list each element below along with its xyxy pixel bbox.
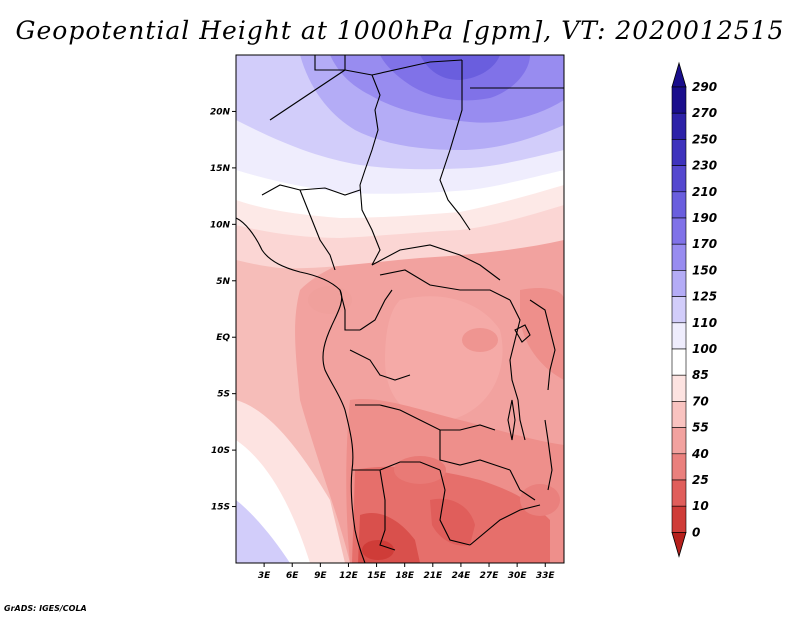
colorbar-label: 230 <box>692 159 717 173</box>
colorbar-label: 100 <box>692 342 717 356</box>
lon-tick-label: 3E <box>258 571 271 581</box>
colorbar-label: 210 <box>692 185 717 199</box>
lon-tick-label: 33E <box>536 571 556 581</box>
plot-frame <box>235 54 565 564</box>
colorbar-swatch <box>671 348 687 376</box>
colorbar: 2902702502302101901701501251101008570554… <box>671 61 717 558</box>
colorbar-label: 290 <box>692 80 717 94</box>
colorbar-label: 25 <box>692 473 709 487</box>
colorbar-swatch <box>671 243 687 271</box>
colorbar-label: 70 <box>692 394 709 408</box>
lon-tick-label: 27E <box>480 571 500 581</box>
colorbar-label: 170 <box>692 237 717 251</box>
colorbar-bottom-arrow <box>671 532 687 558</box>
lon-tick-label: 15E <box>367 571 387 581</box>
coastline-borders <box>236 55 564 563</box>
colorbar-swatch <box>671 217 687 245</box>
lat-tick-label: 5S <box>217 390 230 400</box>
colorbar-swatch <box>671 453 687 481</box>
colorbar-label: 85 <box>692 368 709 382</box>
lat-tick-label: 20N <box>210 107 231 117</box>
colorbar-label: 250 <box>692 132 717 146</box>
colorbar-swatch <box>671 322 687 350</box>
colorbar-label: 55 <box>692 421 709 435</box>
lat-tick-label: 5N <box>216 277 230 287</box>
colorbar-label: 110 <box>692 316 717 330</box>
colorbar-label: 150 <box>692 263 717 277</box>
lat-tick-label: 10S <box>211 446 230 456</box>
colorbar-swatch <box>671 112 687 140</box>
colorbar-swatch <box>671 401 687 428</box>
colorbar-swatch <box>671 374 687 402</box>
field-blob-4 <box>520 484 560 516</box>
lon-tick-label: 18E <box>395 571 415 581</box>
colorbar-swatch <box>671 191 687 219</box>
lon-tick-label: 21E <box>423 571 443 581</box>
lon-tick-label: 6E <box>286 571 299 581</box>
lat-axis: 20N 15N 10N 5N EQ 5S 10S 15S <box>210 107 236 513</box>
lon-tick-label: 24E <box>452 571 472 581</box>
colorbar-swatch <box>671 86 687 114</box>
colorbar-swatch <box>671 296 687 324</box>
colorbar-label: 270 <box>692 106 717 120</box>
lat-tick-label: 15S <box>211 503 230 513</box>
lon-tick-label: 12E <box>339 571 359 581</box>
lon-tick-label: 30E <box>508 571 528 581</box>
field-blob-2 <box>462 328 498 352</box>
colorbar-swatch <box>671 270 687 297</box>
lon-tick-label: 9E <box>314 571 327 581</box>
field-blob-3 <box>394 456 446 484</box>
lon-axis: 3E 6E 9E 12E 15E 18E 21E 24E 27E 30E 33E <box>258 563 556 581</box>
colorbar-label: 10 <box>692 499 709 513</box>
colorbar-swatch <box>671 479 687 507</box>
chart-title: Geopotential Height at 1000hPa [gpm], VT… <box>15 16 785 45</box>
lat-tick-label: EQ <box>216 333 230 343</box>
colorbar-label: 0 <box>692 525 700 539</box>
lat-tick-label: 15N <box>210 164 231 174</box>
colorbar-swatch <box>671 427 687 455</box>
colorbar-label: 190 <box>692 211 717 225</box>
field-sw-blue <box>236 500 290 563</box>
colorbar-label: 40 <box>691 447 709 461</box>
colorbar-swatch <box>671 139 687 166</box>
colorbar-label: 125 <box>692 290 717 304</box>
field-congo <box>385 296 503 421</box>
credit-label: GrADS: IGES/COLA <box>4 604 87 613</box>
shaded-field <box>236 55 564 563</box>
field-blob-5 <box>362 540 394 560</box>
colorbar-swatch <box>671 165 687 193</box>
colorbar-top-arrow <box>671 61 687 88</box>
colorbar-swatch <box>671 505 687 533</box>
lat-tick-label: 10N <box>210 220 231 230</box>
